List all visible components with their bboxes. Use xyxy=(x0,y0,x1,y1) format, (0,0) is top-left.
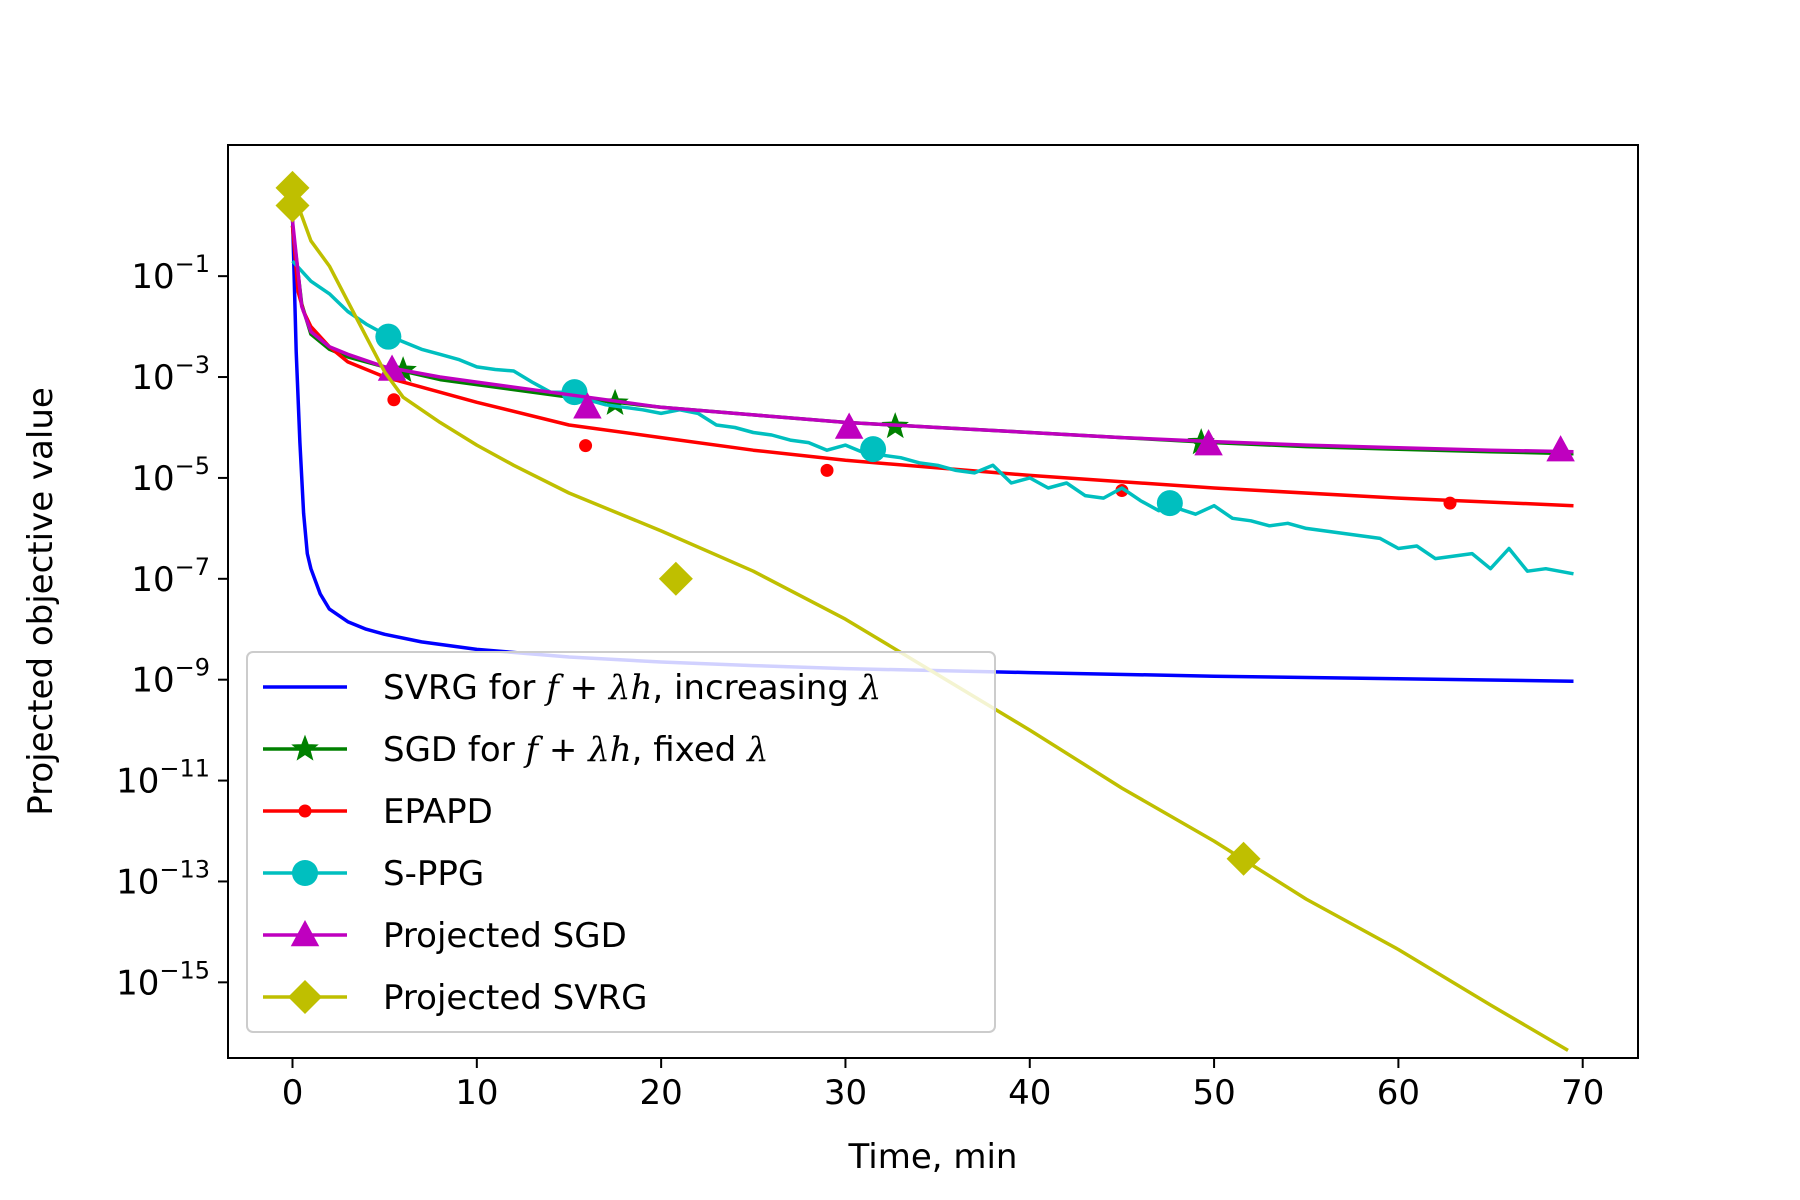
x-tick-label: 50 xyxy=(1192,1073,1235,1113)
data-point-marker xyxy=(1226,841,1261,876)
data-point-marker xyxy=(1156,490,1183,517)
data-point-marker xyxy=(275,188,310,223)
data-point-marker xyxy=(275,170,310,205)
data-point-marker xyxy=(860,436,887,463)
legend-label: SVRG for f + λh, increasing λ xyxy=(383,668,881,708)
x-tick-label: 10 xyxy=(455,1073,498,1113)
series-layer xyxy=(275,170,1575,1052)
data-point-marker xyxy=(1443,496,1457,510)
data-point-marker xyxy=(387,393,401,407)
data-point-marker xyxy=(375,323,402,350)
legend-swatch-marker xyxy=(298,804,312,818)
legend-item: EPAPD xyxy=(263,792,493,832)
data-point-marker xyxy=(1115,484,1129,498)
legend-item: Projected SVRG xyxy=(263,978,647,1018)
legend-label: Projected SGD xyxy=(383,916,627,956)
legend-label: EPAPD xyxy=(383,792,493,832)
axes-layer: 0 10 20 30 40 50 60 70 10−1 10−3 10−5 10−7 10−9 10−11… xyxy=(116,144,1639,1113)
data-point-marker xyxy=(658,561,693,596)
legend-item: SGD for f + λh, fixed λ xyxy=(263,730,769,770)
data-point-marker xyxy=(573,392,602,419)
legend-label: Projected SVRG xyxy=(383,978,647,1018)
series-line xyxy=(290,220,1574,454)
legend-swatch-marker xyxy=(292,860,318,886)
axes-frame xyxy=(227,144,1639,1059)
x-axis-label: Time, min xyxy=(848,1137,1018,1177)
series-projected-svrg xyxy=(275,170,1569,1052)
data-point-marker xyxy=(834,412,864,439)
legend-label: SGD for f + λh, fixed λ xyxy=(383,730,769,770)
data-point-marker xyxy=(820,463,834,477)
y-tick-label: 10−9 xyxy=(131,654,210,701)
legend-swatch-marker xyxy=(290,920,320,947)
data-point-marker xyxy=(1194,429,1223,456)
series-s-ppg xyxy=(291,259,1574,576)
x-tick-label: 20 xyxy=(640,1073,683,1113)
legend-box xyxy=(246,651,996,1033)
legend-item: SVRG for f + λh, increasing λ xyxy=(263,668,881,708)
series-projected-sgd xyxy=(290,220,1575,462)
x-tick-label: 30 xyxy=(824,1073,867,1113)
x-tick-label: 0 xyxy=(282,1073,304,1113)
legend-label: S-PPG xyxy=(383,854,484,894)
y-tick-label: 10−5 xyxy=(131,452,210,499)
data-point-marker xyxy=(579,439,593,453)
data-point-marker xyxy=(561,379,588,406)
y-tick-label: 10−7 xyxy=(131,553,210,600)
x-tick-label: 70 xyxy=(1561,1073,1604,1113)
legend-swatch-marker xyxy=(291,734,319,761)
y-tick-label: 10−13 xyxy=(116,855,210,902)
y-axis-label: Projected objective value xyxy=(21,387,61,816)
x-tick-label: 40 xyxy=(1008,1073,1051,1113)
data-point-marker xyxy=(1546,435,1575,462)
y-tick-label: 10−3 xyxy=(131,351,210,398)
legend-item: S-PPG xyxy=(263,854,484,894)
legend-item: Projected SGD xyxy=(263,916,627,956)
y-tick-label: 10−1 xyxy=(131,250,210,297)
x-tick-label: 60 xyxy=(1377,1073,1420,1113)
legend-swatch-marker xyxy=(288,980,322,1014)
y-tick-label: 10−11 xyxy=(116,755,210,802)
legend: SVRG for f + λh, increasing λ SGD for f +… xyxy=(246,651,996,1033)
series-line xyxy=(291,259,1574,576)
y-tick-label: 10−15 xyxy=(116,956,210,1003)
